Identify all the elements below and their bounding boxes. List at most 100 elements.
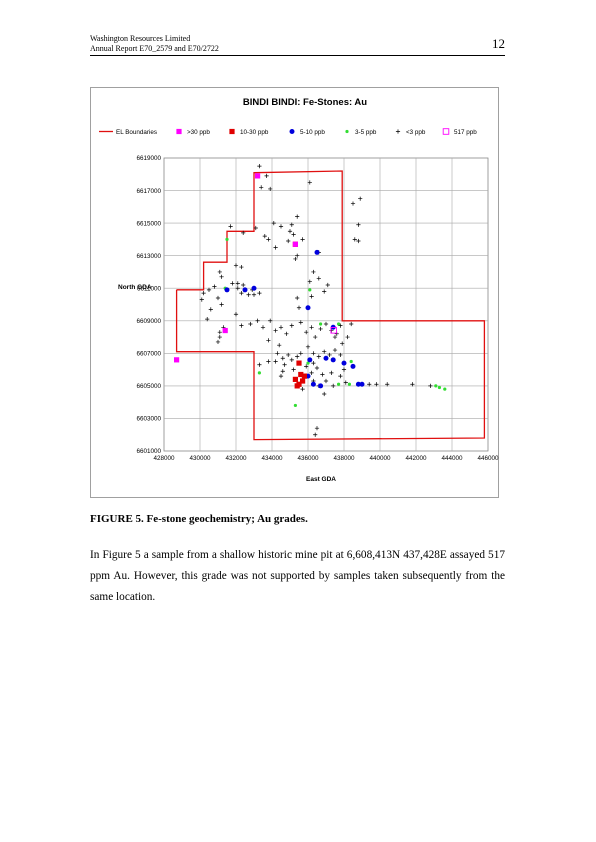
data-point-3-ppb	[340, 341, 345, 346]
data-point-3-ppb	[331, 383, 336, 388]
data-point-3-ppb	[273, 328, 278, 333]
data-point-30-ppb	[292, 241, 298, 247]
data-point-3-ppb	[287, 229, 293, 234]
data-point-3-ppb	[264, 173, 269, 179]
legend-swatch-30-ppb	[176, 128, 182, 135]
data-point-3-ppb	[257, 164, 262, 169]
data-point-5-10-ppb	[224, 287, 230, 293]
data-point-5-10-ppb	[323, 355, 329, 361]
data-point-3-ppb	[374, 382, 379, 387]
data-point-3-ppb	[199, 297, 204, 302]
data-point-3-ppb	[327, 352, 332, 358]
data-point-5-10-ppb	[341, 360, 347, 366]
chart-legend: EL Boundaries >30 ppb 10-30 ppb 5-10 ppb 3-5…	[99, 128, 477, 136]
x-tick-label: 430000	[189, 455, 211, 462]
data-point-3-ppb	[358, 196, 363, 201]
data-point-5-10-ppb	[314, 249, 320, 255]
data-point-3-ppb	[278, 374, 284, 379]
data-point-3-ppb	[235, 286, 240, 291]
data-point-3-ppb	[208, 307, 213, 312]
legend-label-517-ppb: 517 ppb	[454, 129, 477, 136]
data-point-5-10-ppb	[355, 381, 361, 387]
data-point-3-ppb	[289, 323, 294, 328]
data-point-3-ppb	[304, 330, 309, 335]
data-point-3-ppb	[271, 221, 276, 226]
y-axis-label: North GDA	[118, 284, 152, 291]
data-point-10-30-ppb	[301, 373, 307, 379]
data-point-3-ppb	[309, 370, 314, 375]
data-point-3-ppb	[259, 185, 264, 190]
data-point-3-ppb	[268, 318, 273, 323]
data-point-5-10-ppb	[350, 363, 356, 369]
data-point-3-ppb	[311, 351, 316, 356]
data-point-3-ppb	[257, 362, 262, 367]
data-point-5-10-ppb	[310, 381, 316, 387]
data-point-3-ppb	[322, 349, 327, 354]
data-point-3-ppb	[239, 323, 244, 328]
data-point-3-ppb	[323, 378, 329, 384]
x-tick-label: 442000	[405, 455, 427, 462]
data-point-3-ppb	[350, 201, 356, 206]
data-point-3-ppb	[235, 281, 240, 286]
data-point-3-ppb	[311, 269, 316, 275]
data-point-3-ppb	[410, 382, 415, 387]
data-point-3-5-ppb	[293, 403, 297, 408]
data-point-3-ppb	[282, 362, 287, 367]
data-point-3-ppb	[205, 317, 210, 322]
data-point-3-ppb	[257, 291, 262, 296]
data-point-3-ppb	[286, 238, 291, 244]
y-tick-label: 6619000	[136, 155, 161, 162]
x-tick-label: 428000	[153, 455, 175, 462]
data-point-3-ppb	[332, 347, 338, 353]
data-point-3-ppb	[278, 224, 284, 229]
data-point-3-ppb	[289, 222, 294, 227]
data-point-3-ppb	[300, 387, 305, 392]
data-point-3-ppb	[215, 295, 221, 301]
data-point-3-ppb	[314, 426, 320, 431]
data-point-3-ppb	[275, 351, 280, 356]
data-point-3-ppb	[316, 354, 321, 359]
data-point-10-30-ppb	[292, 376, 298, 382]
data-point-3-ppb	[277, 343, 282, 348]
data-point-3-ppb	[284, 331, 289, 336]
data-point-3-ppb	[295, 295, 300, 301]
data-point-3-ppb	[341, 367, 347, 372]
x-tick-label: 438000	[333, 455, 355, 462]
data-point-3-ppb	[295, 214, 300, 219]
data-point-3-ppb	[241, 282, 246, 288]
data-point-3-ppb	[280, 369, 285, 374]
y-tick-label: 6613000	[136, 253, 161, 260]
au-scatter-chart: BINDI BINDI: Fe-Stones: Au EL Boundaries…	[99, 97, 499, 483]
data-point-3-ppb	[318, 326, 323, 332]
legend-label-el-boundaries: EL Boundaries	[116, 129, 157, 136]
data-point-3-ppb	[296, 305, 302, 310]
data-point-5-10-ppb	[305, 305, 311, 311]
data-point-3-5-ppb	[437, 385, 441, 390]
data-point-5-10-ppb	[318, 383, 324, 389]
legend-label-3-ppb: <3 ppb	[406, 129, 426, 136]
header-rule	[90, 55, 505, 56]
x-axis-label: East GDA	[306, 476, 336, 483]
y-tick-label: 6617000	[136, 188, 161, 195]
y-tick-label: 6611000	[137, 285, 162, 292]
data-point-3-ppb	[345, 334, 350, 340]
data-point-3-ppb	[307, 279, 312, 284]
legend-swatch-3-ppb	[395, 129, 401, 134]
data-point-3-ppb	[217, 330, 222, 335]
data-point-3-ppb	[206, 287, 212, 292]
y-tick-label: 6601000	[136, 448, 161, 455]
data-point-3-ppb	[278, 325, 284, 330]
data-point-3-5-ppb	[308, 288, 312, 292]
data-point-3-ppb	[298, 320, 303, 325]
data-point-3-5-ppb	[225, 237, 229, 241]
page-number: 12	[492, 36, 505, 51]
legend-label-30-ppb: >30 ppb	[187, 129, 210, 136]
data-point-3-ppb	[352, 237, 357, 242]
x-tick-label: 434000	[261, 455, 283, 462]
figure-caption: FIGURE 5. Fe-stone geochemistry; Au grad…	[90, 513, 308, 525]
data-point-3-ppb	[239, 291, 244, 296]
data-point-3-ppb	[298, 351, 303, 356]
chart-title: BINDI BINDI: Fe-Stones: Au	[243, 97, 367, 108]
data-point-3-ppb	[356, 238, 361, 244]
body-paragraph: In Figure 5 a sample from a shallow hist…	[90, 549, 505, 603]
